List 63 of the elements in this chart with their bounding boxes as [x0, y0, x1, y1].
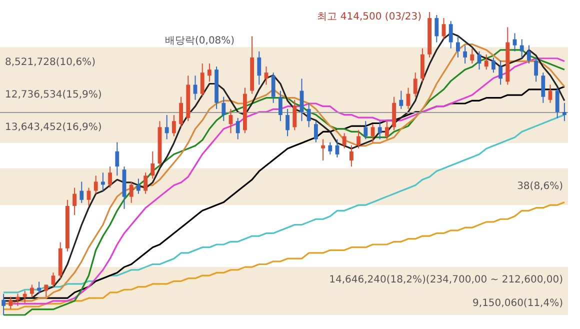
candlestick [541, 72, 546, 104]
candlestick [271, 72, 276, 104]
annotation: 배당락(0,08%) [165, 36, 235, 46]
candlestick [22, 290, 27, 304]
candlestick [44, 284, 48, 298]
candlestick [463, 44, 468, 64]
candlestick [144, 172, 148, 194]
candlestick [364, 120, 368, 140]
candlestick [222, 96, 226, 122]
candlestick [101, 172, 105, 192]
candlestick [278, 90, 282, 122]
candlestick [8, 296, 13, 310]
annotation: 최고 414,500 (03/23) [317, 12, 422, 22]
candlestick [306, 102, 311, 128]
candlestick [150, 150, 155, 180]
candlestick [200, 63, 204, 98]
candlestick [520, 38, 524, 58]
band-label: 9,150,060(11,4%) [472, 298, 564, 310]
candlestick [292, 99, 297, 131]
candlestick [356, 130, 361, 149]
candlestick [179, 96, 184, 128]
candlestick [193, 75, 198, 100]
candlestick [208, 63, 212, 82]
candlestick [321, 138, 326, 161]
candlestick [72, 187, 77, 216]
candlestick [2, 293, 6, 316]
candlestick [286, 108, 290, 137]
candlestick [526, 44, 531, 64]
band-label: 8,521,728(10,6%) [5, 57, 96, 68]
candlestick [129, 181, 134, 204]
candlestick [456, 36, 460, 58]
candlestick [108, 166, 112, 188]
candlestick [399, 90, 404, 110]
candlestick [30, 284, 34, 298]
candlestick [378, 120, 382, 140]
band-label: 14,646,240(18,2%)(234,700,00 ~ 212,600,00) [329, 274, 564, 286]
candlestick [534, 56, 538, 82]
candlestick [94, 175, 98, 194]
candlestick [236, 118, 240, 140]
candlestick [448, 20, 453, 49]
candlestick [115, 142, 120, 176]
candlestick [164, 114, 169, 140]
candlestick [172, 114, 176, 137]
band-label: 12,736,534(15,9%) [5, 90, 102, 101]
candlestick [37, 281, 42, 294]
candlestick [257, 50, 262, 86]
candlestick [385, 120, 389, 140]
candlestick [492, 56, 496, 74]
candlestick [413, 72, 418, 98]
candlestick [136, 178, 140, 194]
candlestick [484, 54, 488, 70]
candlestick [342, 132, 346, 149]
candlestick [350, 144, 354, 168]
band-label: 38(8,6%) [517, 181, 564, 192]
candlestick [328, 142, 332, 155]
candlestick [555, 87, 560, 119]
candlestick [434, 14, 439, 43]
candlestick [498, 60, 503, 86]
band-label: 13,643,452(16,9%) [5, 122, 102, 133]
candlestick [314, 120, 318, 143]
candlestick [80, 181, 84, 204]
candlestick [562, 102, 566, 122]
candlestick [470, 48, 474, 64]
